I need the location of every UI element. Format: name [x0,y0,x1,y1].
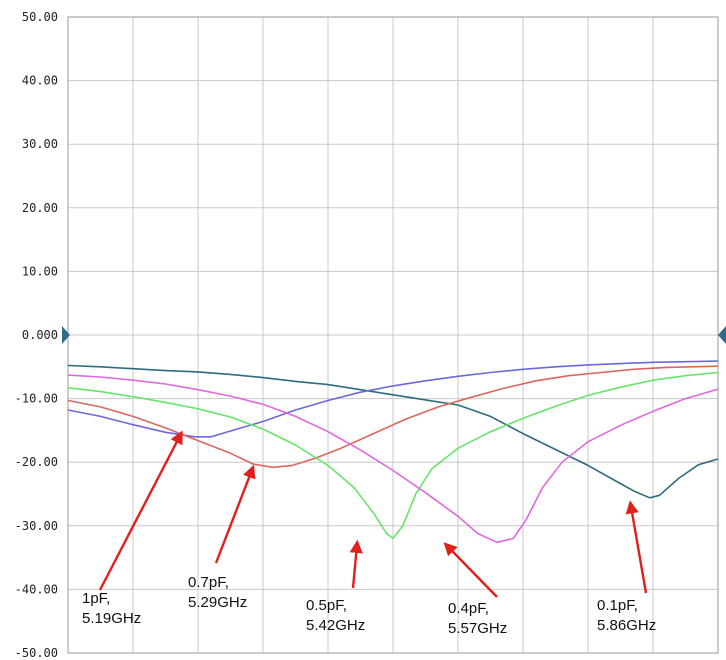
y-axis-tick-labels: 50.00 40.00 30.00 20.00 10.00 0.000 -10.00 -20.… [15,10,58,660]
reference-level-marker-left [62,326,70,344]
y-tick-label: -20.00 [15,455,58,469]
y-tick-label: 10.00 [22,264,58,278]
grid [67,16,719,654]
annotation-label: 1pF, [82,590,110,607]
y-tick-label: 20.00 [22,201,58,215]
annotation-arrow [349,539,363,589]
y-tick-label: 40.00 [22,74,58,88]
y-tick-label: 50.00 [22,10,58,24]
y-tick-label: -30.00 [15,519,58,533]
annotation-label: 0.5pF, [306,597,347,614]
annotation-label: 0.7pF, [188,574,229,591]
annotation-label: 5.19GHz [82,610,141,627]
series-line-5 [67,374,719,544]
y-tick-label: -50.00 [15,646,58,660]
y-tick-label: 0.000 [22,328,58,342]
reference-level-marker-right [718,326,726,344]
annotation-label: 0.4pF, [448,600,489,617]
y-tick-label: 30.00 [22,137,58,151]
axis-markers [62,326,726,344]
y-tick-label: -40.00 [15,582,58,596]
annotation-arrow [214,464,256,564]
annotation-arrow [625,500,648,594]
series-line-1 [67,364,719,499]
annotations-layer: 1pF, 5.19GHz 0.7pF, 5.29GHz 0.5pF, 5.42GHz 0.4… [82,430,656,637]
annotation-label: 5.57GHz [448,620,507,637]
series-line-4 [67,371,719,540]
annotation-label: 5.29GHz [188,594,247,611]
annotation-arrow [98,430,183,591]
y-tick-label: -10.00 [15,392,58,406]
annotation-arrow [443,542,498,598]
annotation-label: 5.42GHz [306,617,365,634]
annotation-label: 5.86GHz [597,617,656,634]
annotation-label: 0.1pF, [597,597,638,614]
